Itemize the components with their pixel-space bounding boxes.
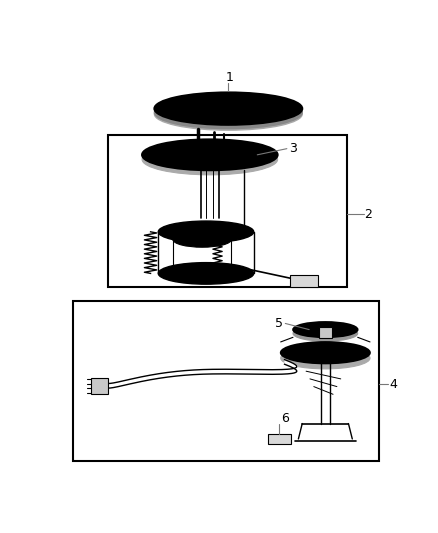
- Ellipse shape: [158, 221, 254, 243]
- Ellipse shape: [293, 326, 358, 341]
- Ellipse shape: [155, 96, 302, 128]
- Ellipse shape: [310, 349, 341, 357]
- Ellipse shape: [281, 342, 370, 364]
- Bar: [108, 135, 347, 287]
- Ellipse shape: [173, 232, 231, 247]
- Text: 2: 2: [364, 207, 372, 221]
- Bar: [319, 327, 332, 338]
- Text: 4: 4: [389, 377, 397, 391]
- Text: 3: 3: [289, 142, 297, 155]
- Bar: [73, 301, 379, 461]
- Ellipse shape: [155, 92, 302, 125]
- Text: 1: 1: [226, 70, 234, 84]
- Text: 5: 5: [275, 317, 283, 330]
- Ellipse shape: [142, 140, 278, 170]
- Bar: [91, 378, 108, 393]
- Bar: [290, 275, 318, 287]
- Ellipse shape: [293, 322, 358, 337]
- Ellipse shape: [281, 348, 370, 369]
- Ellipse shape: [193, 151, 227, 159]
- Ellipse shape: [173, 263, 231, 276]
- Ellipse shape: [158, 263, 254, 284]
- Ellipse shape: [155, 98, 302, 130]
- Ellipse shape: [142, 144, 278, 175]
- Bar: [268, 433, 291, 445]
- Text: 6: 6: [281, 411, 289, 425]
